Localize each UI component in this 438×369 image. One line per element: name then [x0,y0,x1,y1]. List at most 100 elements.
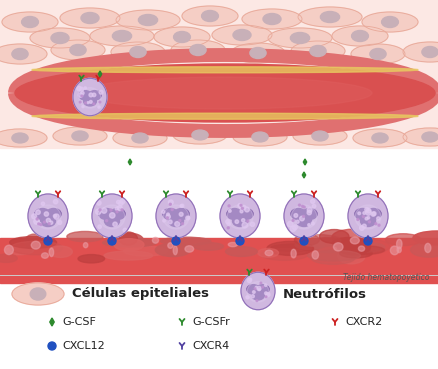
Ellipse shape [110,208,125,220]
Ellipse shape [260,249,307,261]
Ellipse shape [12,283,64,305]
Ellipse shape [12,133,28,143]
Ellipse shape [72,131,88,141]
Ellipse shape [88,91,101,100]
Ellipse shape [104,251,152,260]
Ellipse shape [40,224,42,225]
Ellipse shape [99,205,125,229]
Ellipse shape [332,238,367,249]
Ellipse shape [162,208,177,220]
Ellipse shape [371,133,387,143]
Ellipse shape [38,223,41,225]
Ellipse shape [171,208,173,211]
Ellipse shape [77,86,81,91]
Ellipse shape [182,6,237,26]
Ellipse shape [345,239,389,254]
Ellipse shape [250,222,254,227]
Ellipse shape [354,208,369,220]
Ellipse shape [309,237,345,253]
Ellipse shape [410,242,438,257]
Ellipse shape [307,224,310,226]
Ellipse shape [2,12,58,32]
Ellipse shape [264,292,267,295]
Ellipse shape [113,129,166,147]
Ellipse shape [254,286,257,289]
Ellipse shape [371,212,375,215]
Ellipse shape [339,246,384,255]
Ellipse shape [38,223,40,225]
Ellipse shape [155,194,195,238]
Ellipse shape [99,90,103,94]
Ellipse shape [81,95,83,97]
Ellipse shape [191,130,208,140]
Ellipse shape [124,246,167,256]
Ellipse shape [244,207,249,212]
Ellipse shape [114,233,143,246]
Ellipse shape [180,204,182,207]
Ellipse shape [25,234,43,249]
Ellipse shape [30,28,90,48]
Ellipse shape [252,291,254,293]
Ellipse shape [228,210,231,212]
Ellipse shape [31,241,40,249]
Ellipse shape [364,217,367,220]
Ellipse shape [230,43,284,63]
Ellipse shape [259,282,261,284]
Ellipse shape [254,288,255,290]
Ellipse shape [294,241,324,249]
Ellipse shape [309,45,325,56]
Ellipse shape [402,128,438,146]
Circle shape [172,237,180,245]
Ellipse shape [310,251,354,264]
Ellipse shape [0,129,47,147]
Ellipse shape [249,48,265,59]
Ellipse shape [78,77,371,109]
Ellipse shape [32,67,417,73]
Ellipse shape [331,229,372,245]
Ellipse shape [262,14,280,24]
Ellipse shape [49,246,72,258]
Text: CXCL12: CXCL12 [62,341,105,351]
Ellipse shape [270,244,319,251]
Ellipse shape [84,87,86,89]
Circle shape [108,237,116,245]
Ellipse shape [266,241,313,255]
Ellipse shape [251,290,264,300]
Ellipse shape [82,106,84,108]
Ellipse shape [168,215,183,227]
Ellipse shape [370,212,374,216]
Ellipse shape [78,255,104,263]
Ellipse shape [46,218,50,223]
Ellipse shape [152,237,158,243]
Ellipse shape [307,210,311,215]
Ellipse shape [264,284,266,286]
Ellipse shape [237,204,241,208]
Ellipse shape [166,215,170,219]
Ellipse shape [89,100,92,103]
Text: Neutrófilos: Neutrófilos [283,287,366,300]
Ellipse shape [12,48,28,59]
Ellipse shape [46,208,61,220]
Ellipse shape [362,212,365,214]
Ellipse shape [310,199,314,203]
Ellipse shape [294,234,318,245]
Ellipse shape [301,208,316,220]
Ellipse shape [118,201,123,206]
Ellipse shape [240,204,241,206]
Ellipse shape [287,221,292,227]
Ellipse shape [116,10,180,30]
Ellipse shape [119,232,137,245]
Ellipse shape [95,209,101,214]
Ellipse shape [187,217,189,219]
Ellipse shape [311,204,315,208]
Ellipse shape [162,220,165,222]
Ellipse shape [154,27,209,47]
Ellipse shape [51,40,105,60]
Ellipse shape [421,132,437,142]
Ellipse shape [357,246,364,251]
Ellipse shape [98,106,100,108]
Ellipse shape [138,14,157,25]
Ellipse shape [173,126,226,144]
Ellipse shape [41,202,45,206]
Ellipse shape [73,78,107,116]
